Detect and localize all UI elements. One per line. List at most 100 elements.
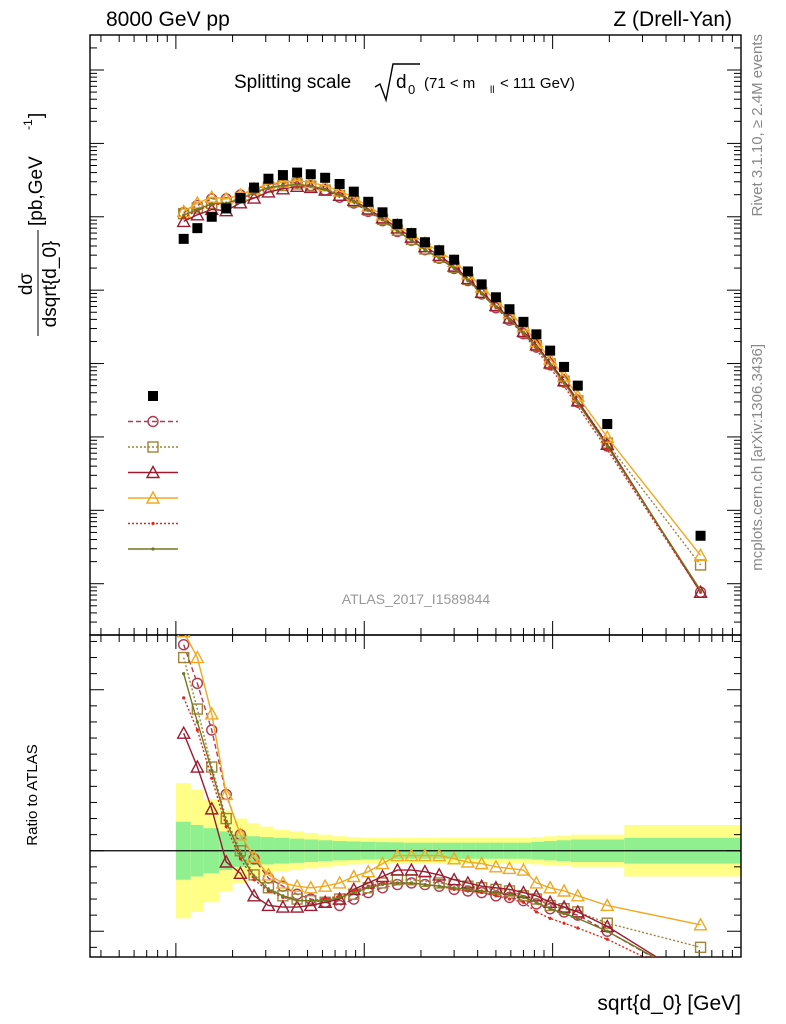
y-label-denominator: dsqrt{d_0} [40, 241, 61, 328]
ratio-series-point [234, 845, 247, 857]
legend [128, 391, 178, 551]
ratio-series-point [366, 886, 370, 890]
main-series-point [698, 588, 703, 593]
ratio-series-point [521, 895, 526, 900]
main-series-point [210, 202, 214, 206]
y-label-numerator: dσ [16, 273, 37, 296]
ratio-series-point [323, 899, 327, 903]
ratio-series-point [219, 786, 234, 801]
ratio-series-point [695, 978, 707, 989]
ratio-series-point [266, 887, 271, 891]
atlas-point [334, 178, 345, 189]
main-title-cut-sub: ll [490, 85, 494, 96]
ratio-series-point [404, 862, 419, 876]
ratio-series-point [252, 878, 256, 882]
header-left: 8000 GeV pp [106, 8, 230, 31]
ratio-series-point [190, 759, 205, 773]
main-series-point [332, 187, 347, 202]
main-series-2 [176, 178, 708, 598]
ratio-series-point [562, 921, 566, 925]
legend-marker [148, 391, 158, 401]
ratio-series-point [177, 638, 190, 651]
ratio-series-point [246, 849, 262, 863]
legend-marker [145, 465, 161, 479]
main-series-point [338, 193, 342, 197]
ratio-plot-area [89, 634, 742, 989]
main-series-0 [177, 176, 707, 598]
main-series-line [183, 181, 702, 593]
ratio-series-point [338, 895, 342, 900]
legend-marker [151, 521, 155, 526]
ratio-series-line [183, 657, 701, 949]
header-right: Z (Drell-Yan) [613, 8, 732, 31]
atlas-point [406, 228, 417, 239]
ratio-series-point [534, 900, 538, 904]
ratio-series-point [346, 869, 361, 883]
main-series-point [600, 429, 615, 443]
atlas-point [377, 207, 388, 218]
ratio-series-point [204, 801, 219, 815]
ratio-series-point [390, 848, 405, 862]
ratio-series-point [275, 899, 291, 913]
ratio-series-point [490, 890, 502, 902]
main-series-point [562, 381, 566, 385]
ratio-series-2 [176, 725, 707, 989]
ratio-series-point [289, 899, 305, 913]
atlas-point [235, 193, 246, 204]
watermark: ATLAS_2017_I1589844 [342, 591, 491, 607]
legend-entry [128, 521, 178, 526]
atlas-point [320, 172, 331, 183]
ratio-series-point [460, 854, 476, 868]
atlas-data-points [178, 167, 706, 541]
ratio-series-line [183, 644, 654, 957]
legend-entry [128, 415, 178, 428]
ratio-series-point [238, 857, 242, 861]
ratio-series-point [446, 872, 462, 886]
ratio-series-point [432, 848, 447, 862]
ratio-series-point [600, 898, 615, 912]
atlas-point [462, 266, 473, 277]
main-series-point [548, 363, 552, 367]
side-label-bottom: mcplots.cern.ch [arXiv:1306.3436] [749, 344, 766, 571]
ratio-series-point [303, 880, 318, 894]
atlas-point [531, 329, 542, 340]
ratio-series-point [238, 852, 242, 856]
atlas-point [419, 237, 430, 248]
atlas-point [292, 167, 303, 178]
ratio-series-point [507, 897, 512, 901]
ratio-series-point [480, 889, 484, 893]
main-series-point [507, 317, 512, 321]
ratio-series-point [248, 853, 260, 865]
atlas-point [545, 345, 556, 356]
ratio-series-point [488, 859, 504, 873]
main-series-point [521, 331, 526, 335]
main-y-label: dσ dsqrt{d_0} [pb,GeV -1 ] [16, 113, 61, 336]
main-series-point [266, 185, 271, 190]
main-series-point [605, 447, 609, 452]
main-series-line [183, 183, 702, 566]
ratio-series-point [548, 916, 552, 920]
side-label-top: Rivet 3.1.10, ≥ 2.4M events [749, 34, 766, 217]
ratio-series-point [195, 720, 199, 724]
atlas-point [221, 203, 232, 214]
ratio-series-1 [177, 651, 707, 954]
ratio-y-label: Ratio to ATLAS [24, 744, 41, 845]
atlas-point [434, 245, 445, 256]
ratio-series-0 [177, 638, 654, 957]
ratio-series-point [433, 877, 445, 889]
atlas-point [695, 530, 706, 541]
atlas-point [490, 292, 501, 303]
ratio-series-point [204, 706, 219, 720]
ratio-series-point [177, 651, 190, 664]
ratio-series-point [521, 900, 526, 904]
main-series-point [190, 207, 205, 221]
main-title-text: Splitting scale [234, 72, 351, 93]
legend-entry [128, 465, 178, 479]
ratio-series-point [281, 894, 285, 898]
legend-marker [147, 441, 159, 453]
ratio-series-point [289, 878, 305, 892]
atlas-point [277, 170, 288, 181]
ratio-series-point [437, 884, 441, 888]
main-frame [89, 34, 742, 636]
